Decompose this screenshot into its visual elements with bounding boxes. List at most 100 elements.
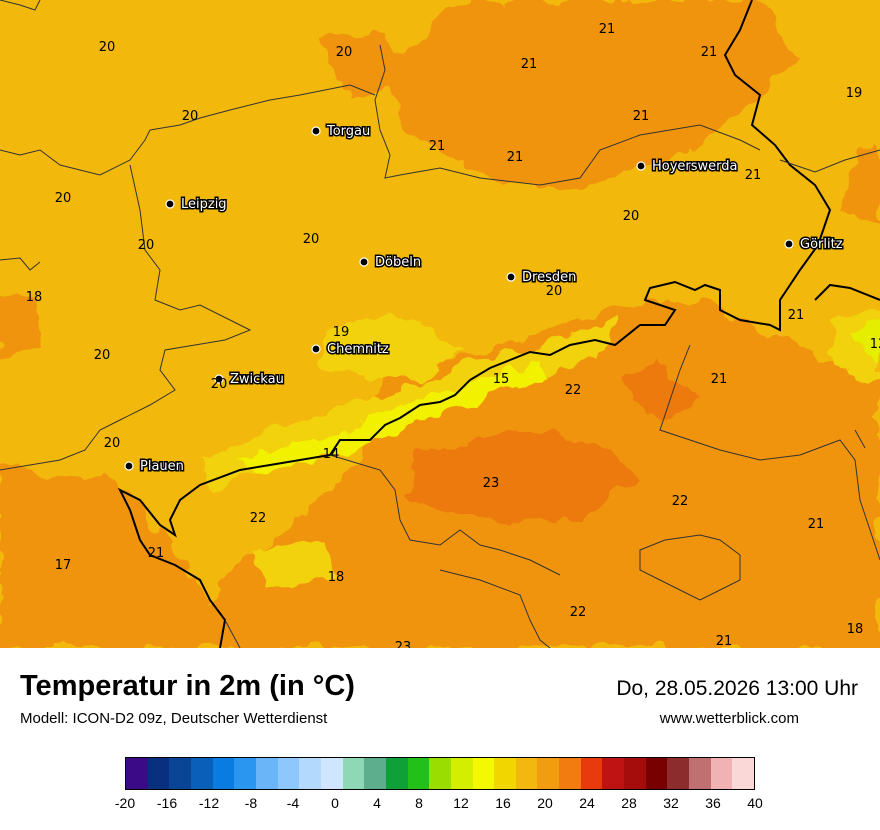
temperature-value: 21	[148, 546, 165, 561]
temperature-value: 23	[483, 476, 500, 491]
legend-tick-label: 32	[663, 795, 679, 811]
city-dot	[784, 239, 794, 249]
temperature-value: 22	[570, 605, 587, 620]
city-dot	[124, 461, 134, 471]
city-dot	[214, 374, 224, 384]
temperature-value: 20	[94, 348, 111, 363]
temperature-value: 19	[333, 325, 350, 340]
city-label: Hoyerswerda	[652, 159, 738, 174]
legend-tick-label: 12	[453, 795, 469, 811]
legend-tick-label: -4	[286, 795, 300, 811]
city-label: Plauen	[140, 459, 184, 474]
city-label: Dresden	[522, 270, 576, 285]
city-markers: Torgau Leipzig Hoyerswerda Görlitz Döbeln Dre…	[124, 123, 844, 476]
temperature-value: 18	[26, 290, 43, 305]
legend-swatch	[472, 758, 495, 789]
legend-tick-label: 0	[331, 795, 339, 811]
city-marker-chemnitz: Chemnitz	[311, 341, 390, 359]
legend-tick-label: 16	[495, 795, 511, 811]
color-legend	[125, 757, 755, 790]
temperature-value: 21	[711, 372, 728, 387]
temperature-value: 20	[104, 436, 121, 451]
city-label: Görlitz	[800, 237, 843, 252]
legend-tick-label: -16	[156, 795, 178, 811]
website-link[interactable]: www.wetterblick.com	[659, 710, 799, 727]
city-marker-hoyerswerda: Hoyerswerda	[636, 158, 739, 176]
temperature-value: 20	[182, 109, 199, 124]
city-label: Torgau	[326, 124, 370, 139]
temperature-value: 12	[870, 337, 880, 352]
city-dot	[311, 126, 321, 136]
city-marker-plauen: Plauen	[124, 458, 185, 476]
legend-swatch	[385, 758, 408, 789]
legend-swatch	[580, 758, 603, 789]
temperature-value: 21	[716, 634, 733, 648]
legend-tick-label: -12	[198, 795, 220, 811]
temperature-value: 21	[788, 308, 805, 323]
legend-swatch	[602, 758, 625, 789]
city-dot	[359, 257, 369, 267]
legend-swatch	[494, 758, 516, 789]
temperature-value: 21	[429, 139, 446, 154]
legend-swatch	[450, 758, 473, 789]
temperature-value: 15	[493, 372, 510, 387]
temperature-values: 20 20 21 21 21 19 20 21 21 21 21 20 20 20 20 18 20 21 19 20…	[26, 22, 880, 648]
legend-swatch	[212, 758, 235, 789]
temperature-value: 20	[55, 191, 72, 206]
legend-swatch	[624, 758, 646, 789]
temperature-value: 21	[701, 45, 718, 60]
legend-tick-label: 36	[705, 795, 721, 811]
temperature-value: 20	[336, 45, 353, 60]
legend-swatch	[559, 758, 581, 789]
legend-tick-label: 4	[373, 795, 381, 811]
legend-swatch	[710, 758, 733, 789]
temperature-value: 22	[250, 511, 267, 526]
city-label: Döbeln	[375, 255, 421, 270]
temperature-value: 20	[623, 209, 640, 224]
temperature-value: 20	[211, 377, 228, 392]
temperature-value: 21	[599, 22, 616, 37]
legend-swatch	[169, 758, 191, 789]
legend-tick-label: 40	[747, 795, 763, 811]
legend-tick-label: 8	[415, 795, 423, 811]
legend-tick-label: 20	[537, 795, 553, 811]
temperature-map: Torgau Leipzig Hoyerswerda Görlitz Döbeln Dre…	[0, 0, 880, 648]
border-lines	[0, 0, 880, 648]
city-dot	[165, 199, 175, 209]
legend-ticks: -20 -16 -12 -8 -4 0 4 8 12 16 20 24 28 32 36 40	[0, 795, 880, 815]
legend-swatch	[190, 758, 213, 789]
model-info: Modell: ICON-D2 09z, Deutscher Wetterdie…	[20, 710, 328, 727]
temperature-value: 21	[745, 168, 762, 183]
temperature-value: 20	[138, 238, 155, 253]
city-label: Zwickau	[230, 372, 284, 387]
city-marker-görlitz: Görlitz	[784, 236, 844, 254]
legend-swatch	[645, 758, 668, 789]
forecast-datetime: Do, 28.05.2026 13:00 Uhr	[616, 677, 858, 700]
city-label: Leipzig	[181, 197, 227, 212]
legend-swatch	[407, 758, 430, 789]
legend-swatch	[299, 758, 321, 789]
legend-swatch	[320, 758, 343, 789]
city-dot	[636, 161, 646, 171]
legend-swatch	[667, 758, 690, 789]
city-marker-torgau: Torgau	[311, 123, 372, 141]
city-marker-zwickau: Zwickau	[214, 371, 285, 389]
legend-tick-label: -8	[244, 795, 258, 811]
legend-swatch	[537, 758, 560, 789]
legend-swatch	[147, 758, 170, 789]
city-marker-döbeln: Döbeln	[359, 254, 423, 272]
legend-swatch	[732, 758, 755, 789]
city-label: Chemnitz	[327, 342, 389, 357]
legend-tick-label: 24	[579, 795, 595, 811]
temperature-value: 18	[328, 570, 345, 585]
temperature-value: 20	[303, 232, 320, 247]
temperature-value: 22	[565, 383, 582, 398]
city-dot	[311, 344, 321, 354]
legend-swatch	[234, 758, 256, 789]
legend-swatch	[126, 758, 148, 789]
temperature-field	[0, 0, 880, 648]
city-dot	[506, 272, 516, 282]
temperature-value: 23	[395, 640, 412, 648]
city-marker-leipzig: Leipzig	[165, 196, 228, 214]
temperature-value: 18	[847, 622, 864, 637]
